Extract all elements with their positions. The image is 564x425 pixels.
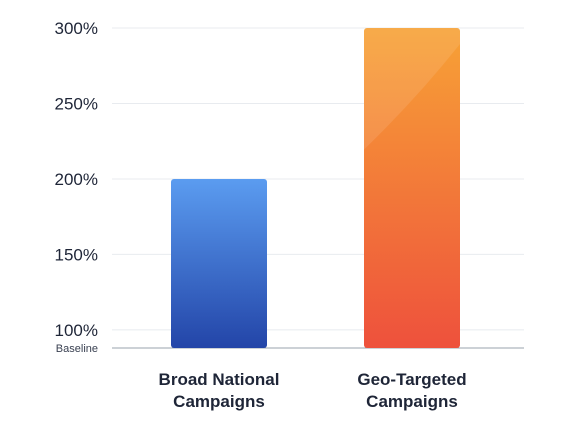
- y-tick-label: 100%: [55, 321, 98, 340]
- category-label: Geo-Targeted Campaigns: [357, 370, 466, 411]
- bar-broad-national: [171, 178, 267, 348]
- y-tick-label: 150%: [55, 245, 98, 264]
- y-tick-label: 200%: [55, 170, 98, 189]
- y-tick-label: 250%: [55, 94, 98, 113]
- baseline-label: Baseline: [56, 343, 98, 355]
- y-tick-label: 300%: [55, 19, 98, 38]
- category-label: Broad National Campaigns: [159, 370, 280, 411]
- y-axis: 300% 250% 200% 150% 100% Baseline: [55, 19, 524, 355]
- category-labels: Broad National Campaigns Geo-Targeted Campa…: [159, 370, 467, 411]
- bar-geo-targeted: [364, 28, 460, 348]
- bar-sheen: [364, 28, 460, 150]
- bars: [171, 28, 460, 348]
